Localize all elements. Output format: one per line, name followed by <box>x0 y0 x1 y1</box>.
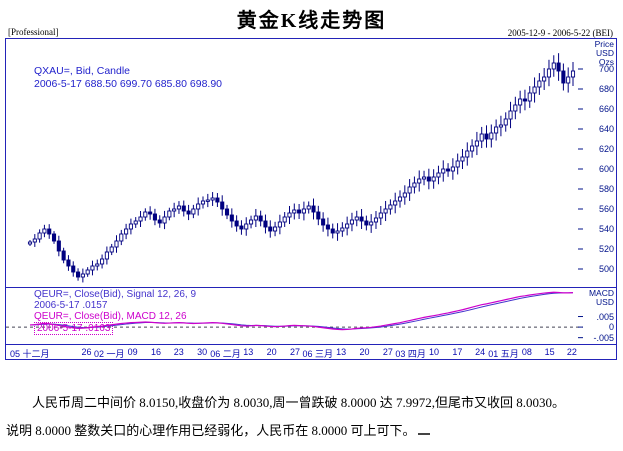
macd-axis-unit-line2: USD <box>596 297 614 307</box>
macd-ytick-label: 0 <box>608 322 614 333</box>
macd-y-axis: MACD USD .005 0 -.005 <box>583 287 616 344</box>
x-tick-label: 20 <box>359 347 370 357</box>
price-ytick-label: 660 <box>598 104 614 114</box>
x-tick-label: 05 十二月 <box>10 349 50 359</box>
price-candlestick-chart <box>27 53 583 283</box>
macd-axis-unit-line1: MACD <box>588 288 614 298</box>
price-ytick-label: 640 <box>598 124 614 134</box>
x-tick-label: 02 一月 <box>94 349 125 359</box>
macd-legend-macd-name: QEUR=, Close(Bid), MACD 12, 26 <box>34 311 187 322</box>
macd-legend-signal-name: QEUR=, Close(Bid), Signal 12, 26, 9 <box>34 289 197 300</box>
note-paragraph-1: 人民币周二中间价 8.0150,收盘价为 8.0030,周一曾跌破 8.0000… <box>6 392 621 411</box>
note-text-2: 说明 8.0000 整数关口的心理作用已经弱化，人民币在 8.0000 可上可下… <box>6 423 416 438</box>
x-tick-label: 30 <box>197 347 208 357</box>
text-cursor <box>417 432 430 435</box>
price-ytick-label: 620 <box>598 144 614 154</box>
page-title: 黄金K线走势图 <box>236 10 387 32</box>
price-ytick-label: 700 <box>598 64 614 74</box>
date-range-label: 2005-12-9 - 2006-5-22 (BEI) <box>507 28 613 38</box>
x-tick-label: 13 <box>243 347 254 357</box>
macd-panel[interactable]: QEUR=, Close(Bid), Signal 12, 26, 9 2006… <box>6 287 583 344</box>
price-y-axis: Price USD Ozs 700 680 660 640 620 600 580 560 54… <box>583 39 616 287</box>
price-panel[interactable]: QXAU=, Bid, Candle 2006-5-17 688.50 699.… <box>6 39 583 287</box>
x-tick-label: 08 <box>521 347 532 357</box>
price-axis-unit-line2: USD <box>596 48 614 58</box>
x-tick-label: 27 <box>382 347 393 357</box>
x-tick-label: 01 五月 <box>488 349 519 359</box>
chart-box: QXAU=, Bid, Candle 2006-5-17 688.50 699.… <box>5 38 617 360</box>
price-ytick-label: 560 <box>598 204 614 214</box>
note-paragraph-2: 说明 8.0000 整数关口的心理作用已经弱化，人民币在 8.0000 可上可下… <box>6 420 621 439</box>
macd-legend-signal-value: 2006-5-17 .0157 <box>34 300 108 311</box>
price-ytick-label: 500 <box>598 264 614 274</box>
x-tick-label: 10 <box>428 347 439 357</box>
price-axis-unit-line3: Ozs <box>598 57 614 67</box>
macd-legend-macd-value[interactable]: 2006-5-17 .0163 <box>34 322 114 335</box>
x-tick-label: 22 <box>566 347 577 357</box>
x-tick-label: 17 <box>452 347 463 357</box>
x-tick-label: 27 <box>289 347 300 357</box>
price-ytick-label: 540 <box>598 224 614 234</box>
macd-line-chart <box>6 291 583 339</box>
price-ytick-label: 680 <box>598 84 614 94</box>
macd-axis-unit: MACD USD <box>589 289 614 307</box>
price-axis-unit-line1: Price <box>594 39 614 49</box>
price-ytick-label: 600 <box>598 164 614 174</box>
x-tick-label: 13 <box>336 347 347 357</box>
x-tick-label: 23 <box>173 347 184 357</box>
price-ytick-label: 580 <box>598 184 614 194</box>
mode-label: [Professional] <box>8 27 59 37</box>
x-tick-label: 09 <box>127 347 138 357</box>
x-tick-label: 16 <box>150 347 161 357</box>
note-text-1: 人民币周二中间价 8.0150,收盘价为 8.0030,周一曾跌破 8.0000… <box>32 395 566 410</box>
x-tick-label: 24 <box>475 347 486 357</box>
price-ytick-label: 520 <box>598 244 614 254</box>
x-tick-label: 26 <box>81 347 92 357</box>
x-tick-label: 15 <box>544 347 555 357</box>
x-tick-label: 20 <box>266 347 277 357</box>
price-legend-symbol: QXAU=, Bid, Candle <box>34 65 131 77</box>
macd-ytick-label: .005 <box>596 311 614 322</box>
price-legend-quote: 2006-5-17 688.50 699.70 685.80 698.90 <box>34 78 223 90</box>
x-tick-label: 06 三月 <box>302 349 334 359</box>
macd-ytick-label: -.005 <box>593 332 614 343</box>
x-tick-label: 03 四月 <box>395 349 426 359</box>
x-axis: 05 十二月 26 02 一月 09 16 23 30 06 二月 13 20 27 06 三月 13 2… <box>6 344 616 359</box>
price-axis-unit: Price USD Ozs <box>595 40 614 67</box>
x-tick-label: 06 二月 <box>210 349 241 359</box>
